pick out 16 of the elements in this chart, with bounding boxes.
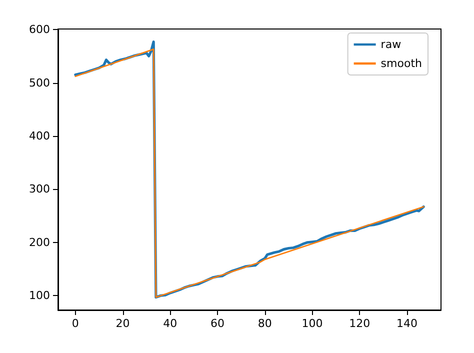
legend-label: raw — [380, 38, 402, 51]
x-tick-label: 80 — [258, 317, 272, 330]
y-tick-label: 100 — [29, 289, 50, 302]
legend-label: smooth — [380, 57, 422, 70]
x-tick-label: 60 — [210, 317, 225, 330]
x-tick-label: 120 — [349, 317, 370, 330]
y-tick-label: 400 — [29, 129, 50, 142]
x-tick-label: 140 — [396, 317, 418, 330]
y-tick-label: 200 — [29, 236, 50, 249]
x-tick-label: 40 — [163, 317, 178, 330]
y-tick-label: 500 — [29, 76, 50, 90]
y-tick-label: 600 — [29, 23, 50, 36]
x-tick-label: 0 — [72, 317, 79, 330]
y-tick-label: 300 — [29, 182, 50, 196]
x-tick-label: 20 — [116, 317, 130, 330]
x-tick-label: 100 — [302, 317, 323, 330]
